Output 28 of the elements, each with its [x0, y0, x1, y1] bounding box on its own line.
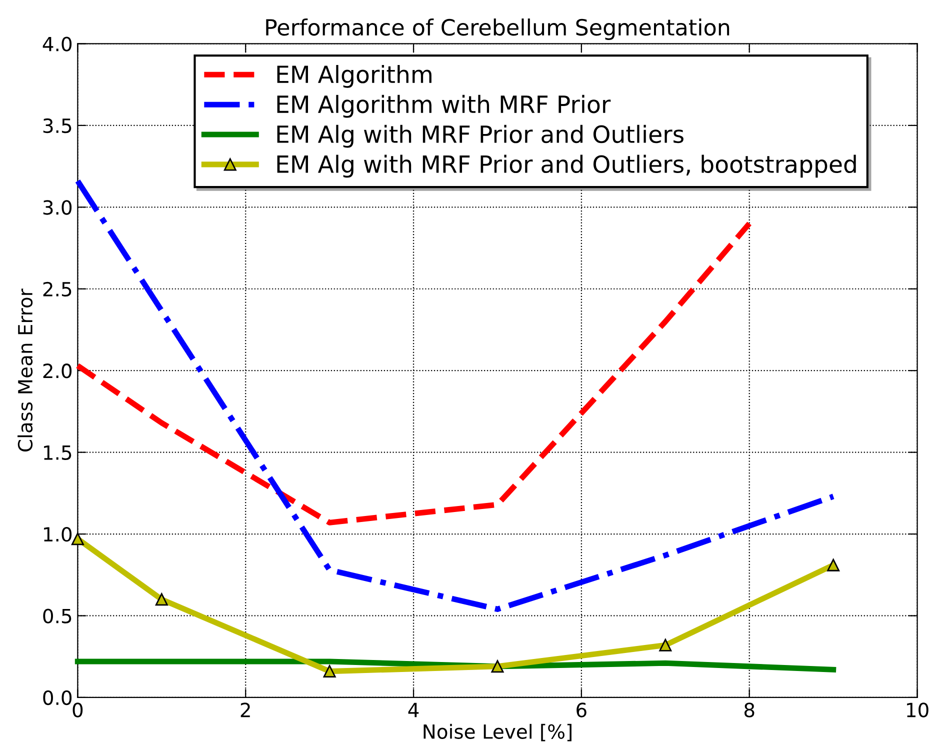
legend-label: EM Alg with MRF Prior and Outliers	[277, 124, 684, 148]
y-tick-label: 0.5	[43, 608, 72, 624]
x-tick-label: 10	[907, 702, 928, 718]
point	[155, 593, 168, 606]
y-tick-label: 1.5	[44, 446, 72, 460]
legend-label: EM Alg with MRF Prior and Outliers, bootstrapped	[277, 154, 856, 178]
chart-title: Performance of Cerebellum Segmentation	[266, 18, 730, 40]
point	[71, 532, 84, 546]
y-tick-label: 2.0	[43, 364, 72, 378]
y-axis-title: Class Mean Error	[18, 288, 33, 452]
legend-label: EM Algorithm with MRF Prior	[277, 94, 611, 118]
point	[323, 665, 336, 678]
y-tick-label: 2.5	[43, 282, 72, 297]
y-tick-label: 3.0	[43, 200, 72, 215]
x-tick-label: 4	[408, 702, 419, 718]
legend-label: EM Algorithm	[277, 64, 432, 88]
y-tick-label: 0.0	[43, 690, 72, 706]
x-tick-label: 8	[744, 702, 754, 718]
point	[827, 558, 840, 572]
x-tick-label: 2	[240, 702, 250, 718]
point	[491, 660, 504, 673]
x-axis-title: Noise Level [%]	[424, 724, 572, 742]
y-tick-label: 4.0	[42, 36, 72, 52]
y-tick-label: 3.5	[43, 118, 72, 134]
x-tick-label: 6	[576, 702, 586, 718]
x-tick-label: 0	[72, 702, 83, 718]
point	[659, 638, 672, 652]
y-tick-label: 1.0	[44, 526, 72, 542]
